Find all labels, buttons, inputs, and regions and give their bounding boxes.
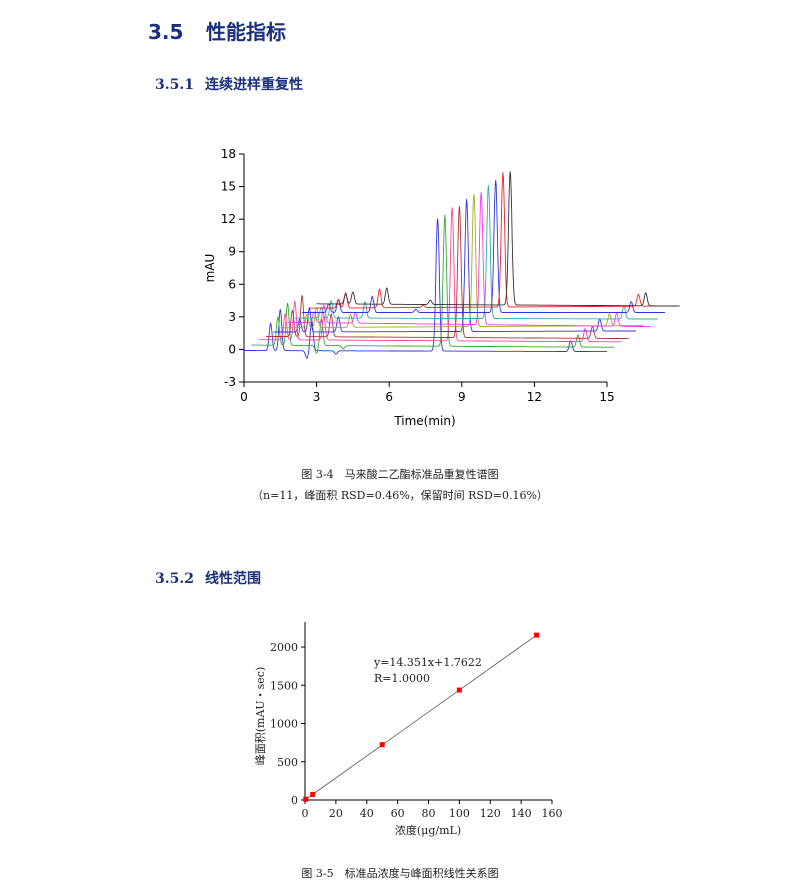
chromatogram-trace-8 [294, 184, 658, 320]
data-point [534, 632, 540, 638]
x-tick-label: 20 [329, 807, 343, 820]
y-tick-label: 6 [228, 277, 236, 291]
regression-annotation: R=1.0000 [374, 672, 430, 685]
figure-3-4-subcaption: （n=11，峰面积 RSD=0.46%，保留时间 RSD=0.16%） [252, 489, 548, 502]
data-point [310, 791, 316, 797]
x-tick-label: 100 [449, 807, 470, 820]
chromatogram-trace-10 [309, 172, 673, 309]
x-axis-label: 浓度(μg/mL) [395, 823, 461, 837]
y-tick-label: -3 [224, 375, 236, 389]
chromatogram-trace-9 [302, 180, 666, 313]
x-tick-label: 0 [240, 390, 248, 404]
regression-annotation: y=14.351x+1.7622 [373, 656, 482, 669]
y-axis-label: mAU [203, 254, 217, 283]
x-tick-label: 15 [599, 390, 614, 404]
subsection-heading-repeatability: 3.5.1 连续进样重复性 [155, 77, 303, 93]
y-tick-label: 1500 [270, 679, 298, 692]
y-axis-label: 峰面积(mAU・sec) [254, 667, 267, 766]
y-tick-label: 0 [228, 342, 236, 356]
x-tick-label: 3 [313, 390, 321, 404]
chromatogram-trace-2 [251, 214, 615, 354]
figure-3-5-caption: 图 3-5 标准品浓度与峰面积线性关系图 [301, 867, 499, 880]
x-tick-label: 120 [480, 807, 501, 820]
x-tick-label: 12 [527, 390, 542, 404]
y-tick-label: 15 [221, 180, 236, 194]
x-tick-label: 0 [302, 807, 309, 820]
data-point [456, 687, 462, 693]
subsection-heading-linearity: 3.5.2 线性范围 [155, 571, 261, 587]
chromatogram-trace-5 [273, 198, 636, 333]
chromatogram-trace-7 [287, 192, 651, 328]
x-tick-label: 6 [385, 390, 393, 404]
x-tick-label: 9 [458, 390, 466, 404]
x-axis-label: Time(min) [393, 414, 455, 428]
x-tick-label: 140 [511, 807, 532, 820]
chromatogram-trace-4 [265, 206, 629, 340]
y-tick-label: 9 [228, 245, 236, 259]
y-tick-label: 18 [221, 147, 236, 161]
y-tick-label: 12 [221, 212, 236, 226]
y-tick-label: 1000 [270, 718, 298, 731]
chromatogram-trace-3 [258, 207, 622, 343]
chromatogram-trace-11 [316, 171, 680, 307]
x-tick-label: 80 [422, 807, 436, 820]
data-point [303, 796, 309, 802]
fit-line [304, 634, 537, 801]
x-tick-label: 40 [360, 807, 374, 820]
chromatogram-chart: 0 3 6 9 12 15 -3 0 3 6 9 12 15 18 Time(min) mAU [203, 147, 680, 428]
section-heading: 3.5 性能指标 [148, 20, 286, 44]
x-tick-label: 160 [542, 807, 563, 820]
figure-3-4-caption: 图 3-4 马来酸二乙酯标准品重复性谱图 [301, 468, 499, 481]
data-point [379, 742, 385, 748]
y-tick-label: 2000 [270, 641, 298, 654]
chromatogram-trace-1 [244, 218, 607, 359]
y-tick-label: 3 [228, 310, 236, 324]
y-tick-label: 0 [291, 794, 298, 807]
x-tick-label: 60 [391, 807, 405, 820]
y-tick-label: 500 [277, 756, 298, 769]
